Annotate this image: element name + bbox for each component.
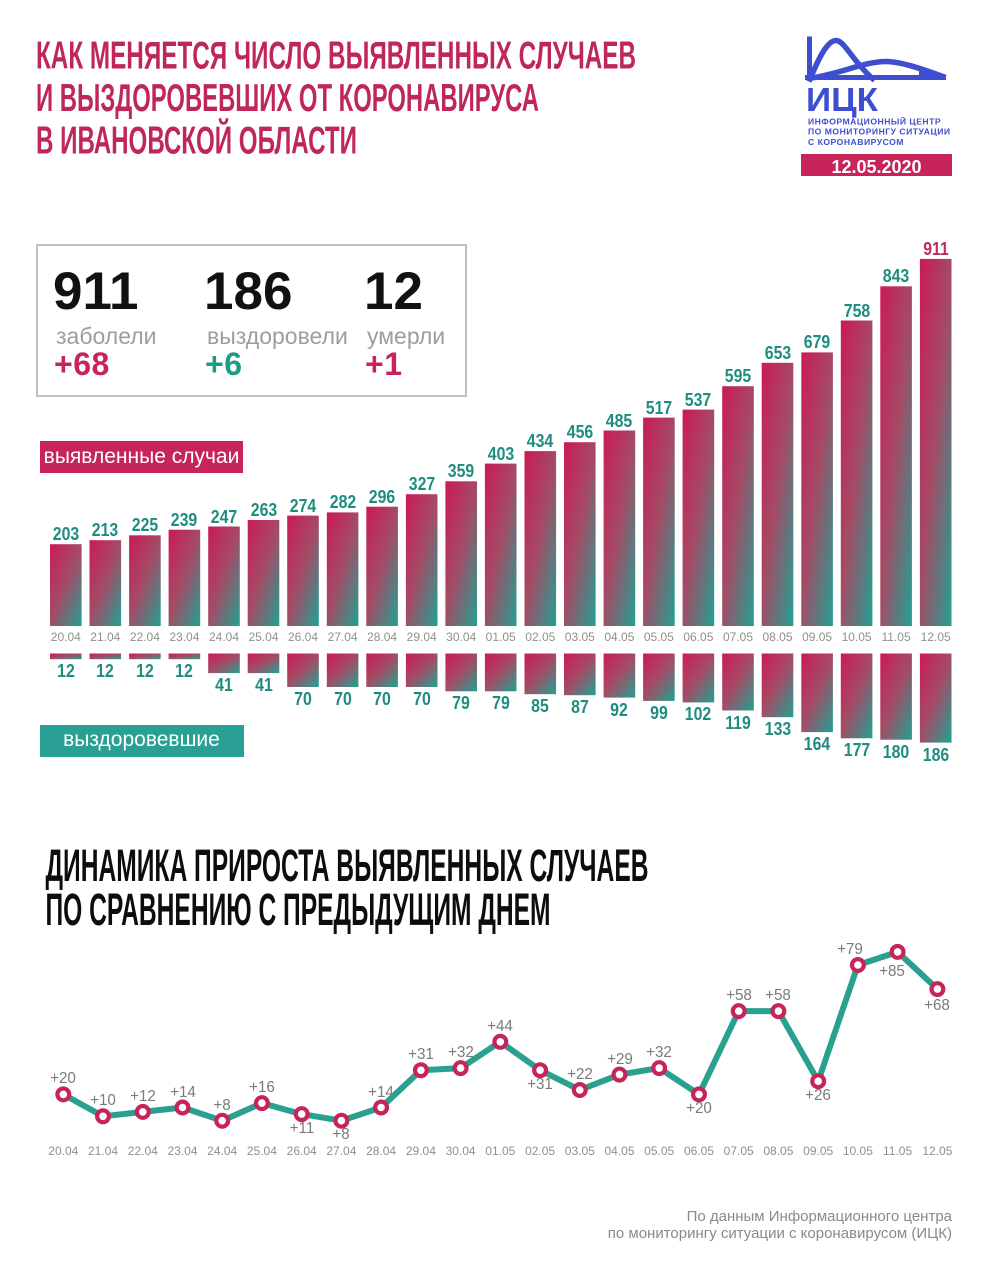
svg-text:С КОРОНАВИРУСОМ: С КОРОНАВИРУСОМ xyxy=(808,137,904,147)
svg-text:ПО МОНИТОРИНГУ СИТУАЦИИ: ПО МОНИТОРИНГУ СИТУАЦИИ xyxy=(808,127,951,137)
svg-text:КАК МЕНЯЕТСЯ ЧИСЛО ВЫЯВЛЕННЫХ: КАК МЕНЯЕТСЯ ЧИСЛО ВЫЯВЛЕННЫХ СЛУЧАЕВ xyxy=(36,35,636,78)
svg-text:ИЦК: ИЦК xyxy=(806,81,879,118)
svg-text:В ИВАНОВСКОЙ ОБЛАСТИ: В ИВАНОВСКОЙ ОБЛАСТИ xyxy=(36,118,357,163)
svg-text:ДИНАМИКА ПРИРОСТА ВЫЯВЛЕННЫХ С: ДИНАМИКА ПРИРОСТА ВЫЯВЛЕННЫХ СЛУЧАЕВ xyxy=(46,840,649,891)
svg-text:ИНФОРМАЦИОННЫЙ ЦЕНТР: ИНФОРМАЦИОННЫЙ ЦЕНТР xyxy=(808,116,941,127)
svg-text:ПО СРАВНЕНИЮ С ПРЕДЫДУЩИМ ДНЕМ: ПО СРАВНЕНИЮ С ПРЕДЫДУЩИМ ДНЕМ xyxy=(46,884,551,935)
svg-text:И ВЫЗДОРОВЕВШИХ ОТ КОРОНАВИРУС: И ВЫЗДОРОВЕВШИХ ОТ КОРОНАВИРУСА xyxy=(36,77,539,120)
